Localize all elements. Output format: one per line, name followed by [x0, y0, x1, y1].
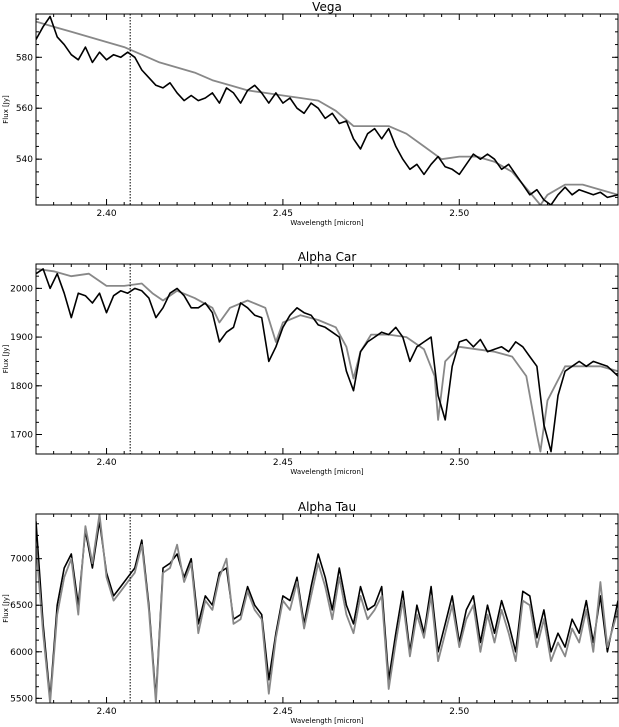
- model-spectrum-line: [36, 20, 618, 205]
- x-tick-label: 2.45: [273, 458, 293, 468]
- y-tick-label: 7000: [10, 555, 33, 565]
- series-group: [36, 268, 618, 453]
- plot-frame: [35, 513, 619, 704]
- x-axis-label: Wavelength [micron]: [290, 717, 364, 725]
- plot-frame: [35, 13, 619, 206]
- x-tick-label: 2.50: [449, 707, 469, 717]
- panel-title: Vega: [312, 0, 342, 14]
- y-tick-label: 540: [16, 155, 33, 165]
- panel-2: Alpha Car 2.40 2.45 2.50 1700 1800 1900 2000 Wav…: [2, 250, 619, 476]
- x-tick-label: 2.50: [449, 458, 469, 468]
- x-tick-label: 2.40: [97, 209, 117, 219]
- observed-spectrum-line: [36, 268, 618, 453]
- observed-spectrum-line: [36, 520, 618, 700]
- panel-title: Alpha Car: [298, 250, 357, 264]
- y-tick-label: 2000: [10, 284, 33, 294]
- y-axis-label: Flux [Jy]: [2, 345, 10, 374]
- x-tick-label: 2.40: [97, 707, 117, 717]
- series-group: [36, 15, 618, 205]
- y-tick-label: 6500: [10, 601, 33, 611]
- observed-spectrum-line: [36, 15, 618, 205]
- panel-title: Alpha Tau: [298, 500, 356, 514]
- model-spectrum-line: [36, 514, 618, 703]
- series-group: [36, 514, 618, 703]
- y-tick-label: 1900: [10, 333, 33, 343]
- model-spectrum-line: [36, 268, 618, 453]
- y-tick-label: 560: [16, 104, 33, 114]
- panel-1: Vega 2.40 2.45 2.50 540 560 580 Wavelength [mic…: [2, 0, 619, 227]
- y-tick-label: 5500: [10, 694, 33, 704]
- y-tick-label: 1800: [10, 382, 33, 392]
- y-tick-label: 580: [16, 53, 33, 63]
- x-axis-label: Wavelength [micron]: [290, 219, 364, 227]
- x-axis-label: Wavelength [micron]: [290, 468, 364, 476]
- y-axis-label: Flux [Jy]: [2, 95, 10, 124]
- x-tick-label: 2.50: [449, 209, 469, 219]
- y-tick-label: 1700: [10, 431, 33, 441]
- plot-frame: [35, 263, 619, 455]
- y-tick-label: 6000: [10, 648, 33, 658]
- panel-3: Alpha Tau 2.40 2.45 2.50 5500 6000 6500 7000 Wav…: [2, 500, 619, 725]
- x-tick-label: 2.40: [97, 458, 117, 468]
- y-axis-label: Flux [Jy]: [2, 594, 10, 623]
- x-tick-label: 2.45: [273, 707, 293, 717]
- x-tick-label: 2.45: [273, 209, 293, 219]
